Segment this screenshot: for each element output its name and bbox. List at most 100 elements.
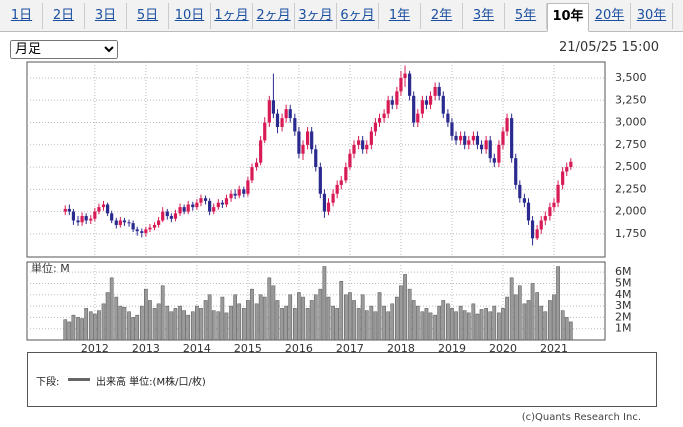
volume-bar [92, 313, 97, 341]
volume-bar [280, 308, 284, 341]
candle-body [220, 202, 224, 205]
candle-body [373, 122, 378, 132]
period-tab[interactable]: 2年 [421, 3, 463, 29]
volume-bar [207, 294, 212, 341]
candle-body [467, 140, 471, 145]
candle-body [433, 86, 437, 96]
volume-bar [246, 300, 250, 341]
candle-body [561, 171, 565, 185]
candle-body [463, 135, 467, 145]
volume-bar [399, 285, 403, 341]
volume-bar [352, 300, 356, 341]
candle-body [135, 229, 139, 232]
volume-bar [148, 300, 152, 341]
legend: 下段: 出来高 単位:(M株/口/枚) [27, 352, 657, 407]
candle-body [101, 204, 106, 208]
candle-body [471, 135, 475, 141]
candle-body [237, 189, 241, 196]
volume-bar [411, 300, 416, 341]
candle-body [122, 220, 127, 223]
volume-bar [109, 277, 114, 341]
y-tick-label: 6M [615, 265, 632, 278]
period-tab[interactable]: 2日 [43, 3, 85, 29]
volume-bar [152, 308, 157, 341]
x-tick-label: 2019 [438, 342, 466, 352]
period-tab[interactable]: 20年 [589, 3, 631, 29]
volume-bar [497, 312, 501, 341]
volume-bar [395, 296, 399, 341]
candle-body [161, 211, 165, 221]
candle-body [224, 198, 229, 205]
volume-bar [543, 311, 548, 341]
volume-bar [114, 296, 119, 341]
volume-bar [118, 305, 123, 341]
volume-bar [446, 303, 450, 341]
period-tab[interactable]: 3年 [463, 3, 505, 29]
volume-unit-label: 単位: M [31, 261, 70, 275]
candle-body [365, 144, 369, 150]
period-tab[interactable]: 1ヶ月 [211, 3, 253, 29]
volume-bar [530, 283, 535, 341]
volume-bar [568, 321, 573, 341]
period-tab[interactable]: 10年 [547, 3, 589, 32]
period-tab[interactable]: 5日 [127, 3, 169, 29]
candle-body [569, 161, 573, 168]
candle-body [403, 73, 407, 79]
candle-body [492, 158, 496, 163]
y-tick-label: 5M [615, 276, 632, 289]
candle-body [131, 223, 135, 230]
candle-body [157, 220, 161, 225]
period-tab[interactable]: 1年 [379, 3, 421, 29]
volume-bar [505, 296, 509, 341]
candle-body [510, 118, 514, 159]
period-tab[interactable]: 3日 [85, 3, 127, 29]
volume-bar [556, 266, 560, 341]
volume-bar [178, 305, 182, 341]
volume-bar [322, 266, 327, 341]
volume-bar [318, 288, 323, 341]
candle-body [199, 198, 203, 203]
y-tick-label: 2,500 [615, 160, 647, 173]
candle-body [263, 122, 267, 141]
volume-bar [458, 305, 463, 341]
volume-bar [190, 311, 195, 341]
candle-body [556, 184, 560, 203]
volume-bar [428, 312, 433, 341]
candle-body [424, 100, 429, 105]
period-tab[interactable]: 1日 [1, 3, 43, 29]
candle-body [242, 189, 246, 194]
y-tick-label: 2,750 [615, 138, 647, 151]
volume-bar [288, 294, 293, 341]
candle-body [144, 229, 148, 233]
candle-body [484, 140, 488, 150]
candle-body [271, 100, 276, 114]
legend-prefix: 下段: [36, 377, 60, 388]
candle-body [293, 118, 297, 132]
candle-body [488, 140, 492, 159]
x-tick-label: 2021 [540, 342, 568, 352]
period-tab[interactable]: 30年 [631, 3, 673, 29]
period-tab[interactable]: 10日 [169, 3, 211, 29]
period-tab[interactable]: 6ヶ月 [337, 3, 379, 29]
volume-bar [522, 303, 527, 341]
legend-swatch [68, 378, 90, 381]
volume-bar [441, 300, 446, 341]
candle-body [305, 131, 310, 145]
volume-bar [454, 311, 458, 341]
candle-body [454, 135, 458, 141]
period-tab[interactable]: 3ヶ月 [295, 3, 337, 29]
period-tab[interactable]: 2ヶ月 [253, 3, 295, 29]
volume-bar [76, 317, 80, 341]
volume-bar [105, 292, 110, 341]
volume-bar [63, 319, 68, 341]
period-select[interactable]: 月足 [10, 40, 118, 59]
candle-body [369, 131, 373, 145]
volume-bar [139, 305, 144, 341]
x-tick-label: 2018 [387, 342, 415, 352]
volume-bar [67, 321, 72, 341]
candle-body [288, 109, 292, 119]
x-tick-label: 2015 [234, 342, 262, 352]
copyright: (c)Quants Research Inc. [521, 412, 641, 423]
volume-bar [156, 303, 161, 341]
period-tab[interactable]: 5年 [505, 3, 547, 29]
